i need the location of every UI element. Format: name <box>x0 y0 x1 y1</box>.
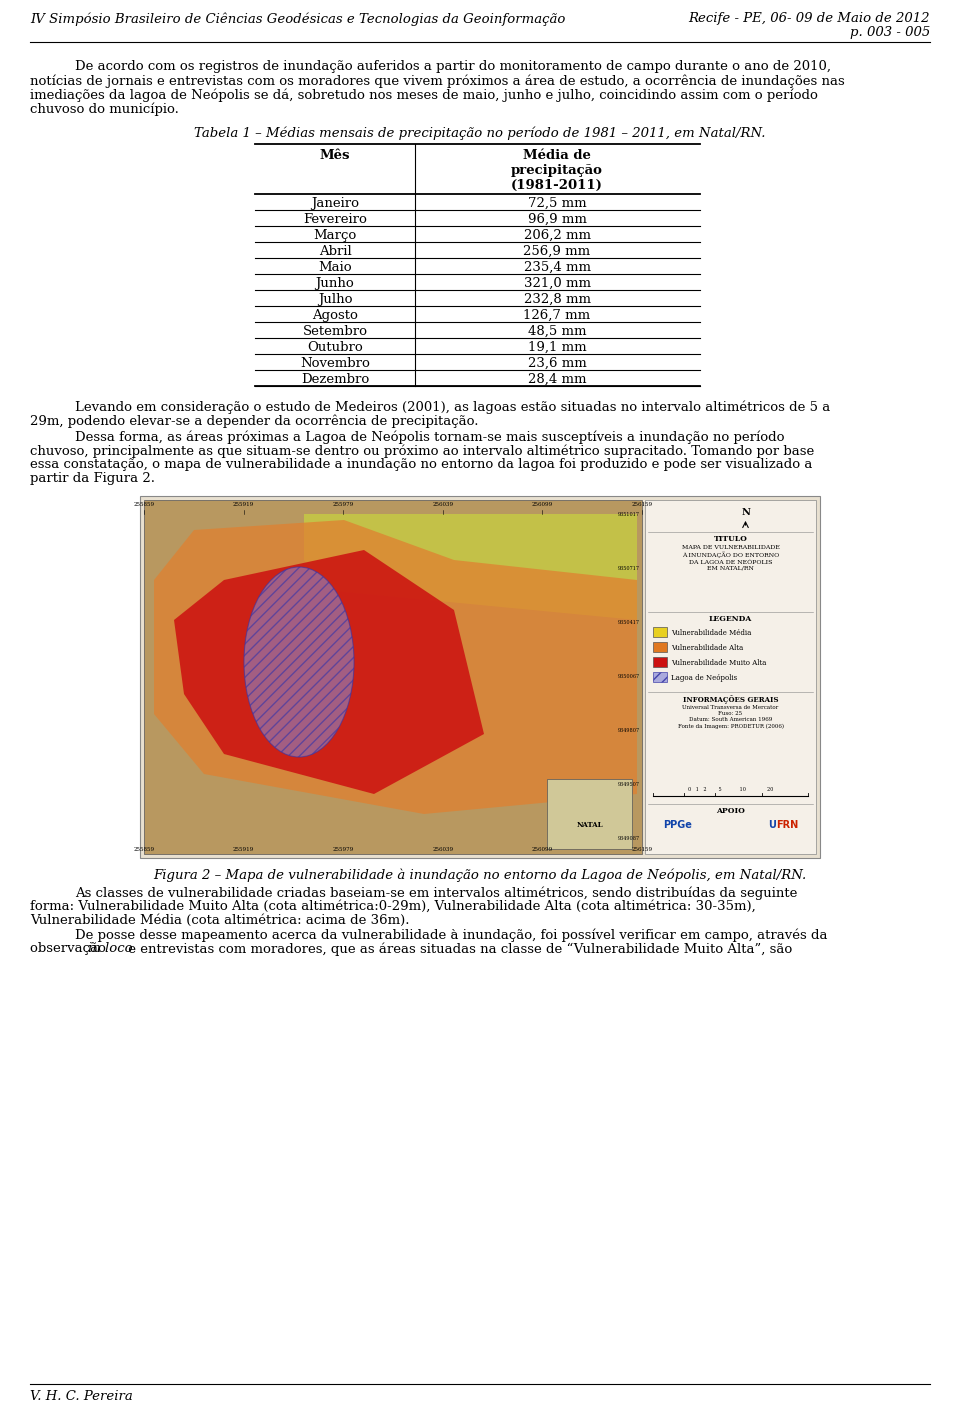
Text: Vulnerabilidade Muito Alta: Vulnerabilidade Muito Alta <box>671 659 766 667</box>
Ellipse shape <box>244 566 354 757</box>
Text: in loco: in loco <box>88 942 132 955</box>
Text: PPGe: PPGe <box>663 820 692 830</box>
Bar <box>144 501 642 854</box>
Text: 96,9 mm: 96,9 mm <box>528 213 587 226</box>
Text: Lagoa de Neópolis: Lagoa de Neópolis <box>671 674 737 681</box>
Text: chuvoso, principalmente as que situam-se dentro ou próximo ao intervalo altimétr: chuvoso, principalmente as que situam-se… <box>30 444 814 457</box>
Text: De posse desse mapeamento acerca da vulnerabilidade à inundação, foi possível ve: De posse desse mapeamento acerca da vuln… <box>75 928 828 942</box>
Text: 9349507: 9349507 <box>618 782 640 788</box>
Polygon shape <box>154 520 637 815</box>
Text: 256039: 256039 <box>432 502 453 508</box>
Text: 255859: 255859 <box>133 847 155 852</box>
Text: Recife - PE, 06- 09 de Maio de 2012: Recife - PE, 06- 09 de Maio de 2012 <box>688 13 930 25</box>
Text: Universal Transversa de Mercator
Fuso: 25
Datum: South American 1969
Fonte da Im: Universal Transversa de Mercator Fuso: 2… <box>678 705 783 729</box>
Text: NATAL: NATAL <box>576 822 603 829</box>
Text: Levando em consideração o estudo de Medeiros (2001), as lagoas estão situadas no: Levando em consideração o estudo de Mede… <box>75 400 830 414</box>
Text: 255979: 255979 <box>332 502 354 508</box>
Text: TITULO: TITULO <box>713 536 748 543</box>
Text: Setembro: Setembro <box>302 325 368 338</box>
Text: Vulnerabilidade Média: Vulnerabilidade Média <box>671 629 752 637</box>
Text: 23,6 mm: 23,6 mm <box>528 358 587 370</box>
Polygon shape <box>174 550 484 794</box>
Text: Dessa forma, as áreas próximas a Lagoa de Neópolis tornam-se mais susceptíveis a: Dessa forma, as áreas próximas a Lagoa d… <box>75 430 784 443</box>
Text: 256159: 256159 <box>632 847 653 852</box>
Text: Vulnerabilidade Alta: Vulnerabilidade Alta <box>671 644 743 652</box>
Text: partir da Figura 2.: partir da Figura 2. <box>30 472 155 485</box>
Text: As classes de vulnerabilidade criadas baseiam-se em intervalos altimétricos, sen: As classes de vulnerabilidade criadas ba… <box>75 886 798 900</box>
Text: forma: Vulnerabilidade Muito Alta (cota altimétrica:0-29m), Vulnerabilidade Alta: forma: Vulnerabilidade Muito Alta (cota … <box>30 900 756 913</box>
Text: 255919: 255919 <box>233 847 254 852</box>
Text: Vulnerabilidade Média (cota altimétrica: acima de 36m).: Vulnerabilidade Média (cota altimétrica:… <box>30 914 410 927</box>
Text: p. 003 - 005: p. 003 - 005 <box>850 27 930 39</box>
Text: De acordo com os registros de inundação auferidos a partir do monitoramento de c: De acordo com os registros de inundação … <box>75 60 831 73</box>
Text: Agosto: Agosto <box>312 308 358 322</box>
Text: Janeiro: Janeiro <box>311 198 359 210</box>
Text: LEGENDA: LEGENDA <box>708 615 752 622</box>
Bar <box>653 672 667 681</box>
Text: Novembro: Novembro <box>300 358 370 370</box>
Bar <box>645 501 816 854</box>
Bar <box>653 658 667 667</box>
Text: 28,4 mm: 28,4 mm <box>528 373 587 386</box>
Text: Média de
precipitação
(1981-2011): Média de precipitação (1981-2011) <box>511 149 603 192</box>
Text: FRN: FRN <box>776 820 799 830</box>
Text: 9349087: 9349087 <box>618 837 640 841</box>
Bar <box>653 627 667 637</box>
Text: 321,0 mm: 321,0 mm <box>523 278 590 290</box>
Text: IV Simpósio Brasileiro de Ciências Geodésicas e Tecnologias da Geoinformação: IV Simpósio Brasileiro de Ciências Geodé… <box>30 13 565 25</box>
Bar <box>547 780 632 850</box>
Text: APOIO: APOIO <box>716 808 745 815</box>
Text: 126,7 mm: 126,7 mm <box>523 308 590 322</box>
Text: Tabela 1 – Médias mensais de precipitação no período de 1981 – 2011, em Natal/RN: Tabela 1 – Médias mensais de precipitaçã… <box>194 126 766 140</box>
Polygon shape <box>304 515 637 620</box>
Text: MAPA DE VULNERABILIDADE
À INUNDAÇÃO DO ENTORNO
DA LAGOA DE NEÓPOLIS
EM NATAL/RN: MAPA DE VULNERABILIDADE À INUNDAÇÃO DO E… <box>682 545 780 571</box>
Text: chuvoso do município.: chuvoso do município. <box>30 102 179 115</box>
Text: 255859: 255859 <box>133 502 155 508</box>
Text: U: U <box>768 820 776 830</box>
Text: 48,5 mm: 48,5 mm <box>528 325 587 338</box>
Text: N: N <box>741 508 750 517</box>
Text: Julho: Julho <box>318 293 352 306</box>
Text: e entrevistas com moradores, que as áreas situadas na classe de “Vulnerabilidade: e entrevistas com moradores, que as área… <box>124 942 792 956</box>
Text: 256099: 256099 <box>532 502 553 508</box>
Text: Maio: Maio <box>318 261 351 273</box>
Text: 256099: 256099 <box>532 847 553 852</box>
Text: Dezembro: Dezembro <box>300 373 370 386</box>
Text: essa constatação, o mapa de vulnerabilidade a inundação no entorno da lagoa foi : essa constatação, o mapa de vulnerabilid… <box>30 458 812 471</box>
Text: 9351017: 9351017 <box>618 513 640 517</box>
Text: 19,1 mm: 19,1 mm <box>528 341 587 353</box>
Text: 9350717: 9350717 <box>618 566 640 572</box>
Text: 206,2 mm: 206,2 mm <box>523 229 590 243</box>
Text: INFORMAÇÕES GERAIS: INFORMAÇÕES GERAIS <box>683 695 779 704</box>
Text: 255919: 255919 <box>233 502 254 508</box>
Text: 235,4 mm: 235,4 mm <box>523 261 590 273</box>
Text: notícias de jornais e entrevistas com os moradores que vivem próximos a área de : notícias de jornais e entrevistas com os… <box>30 74 845 87</box>
Text: 255979: 255979 <box>332 847 354 852</box>
Text: Mês: Mês <box>320 149 350 163</box>
Text: 29m, podendo elevar-se a depender da ocorrência de precipitação.: 29m, podendo elevar-se a depender da oco… <box>30 414 478 428</box>
Text: 256039: 256039 <box>432 847 453 852</box>
Text: 9349807: 9349807 <box>618 729 640 733</box>
Text: Junho: Junho <box>316 278 354 290</box>
Text: Figura 2 – Mapa de vulnerabilidade à inundação no entorno da Lagoa de Neópolis, : Figura 2 – Mapa de vulnerabilidade à inu… <box>154 868 806 882</box>
Bar <box>653 642 667 652</box>
Text: 256,9 mm: 256,9 mm <box>523 245 590 258</box>
Text: observação: observação <box>30 942 110 955</box>
Bar <box>140 496 820 858</box>
Text: Outubro: Outubro <box>307 341 363 353</box>
Text: 9350067: 9350067 <box>618 674 640 680</box>
Text: 9350417: 9350417 <box>618 621 640 625</box>
Text: 72,5 mm: 72,5 mm <box>528 198 587 210</box>
Text: Fevereiro: Fevereiro <box>303 213 367 226</box>
Text: Abril: Abril <box>319 245 351 258</box>
Text: 256159: 256159 <box>632 502 653 508</box>
Text: 0   1   2        5            10              20: 0 1 2 5 10 20 <box>687 787 773 792</box>
Text: 232,8 mm: 232,8 mm <box>523 293 590 306</box>
Text: imediações da lagoa de Neópolis se dá, sobretudo nos meses de maio, junho e julh: imediações da lagoa de Neópolis se dá, s… <box>30 88 818 101</box>
Text: V. H. C. Pereira: V. H. C. Pereira <box>30 1389 132 1402</box>
Text: Março: Março <box>313 229 356 243</box>
